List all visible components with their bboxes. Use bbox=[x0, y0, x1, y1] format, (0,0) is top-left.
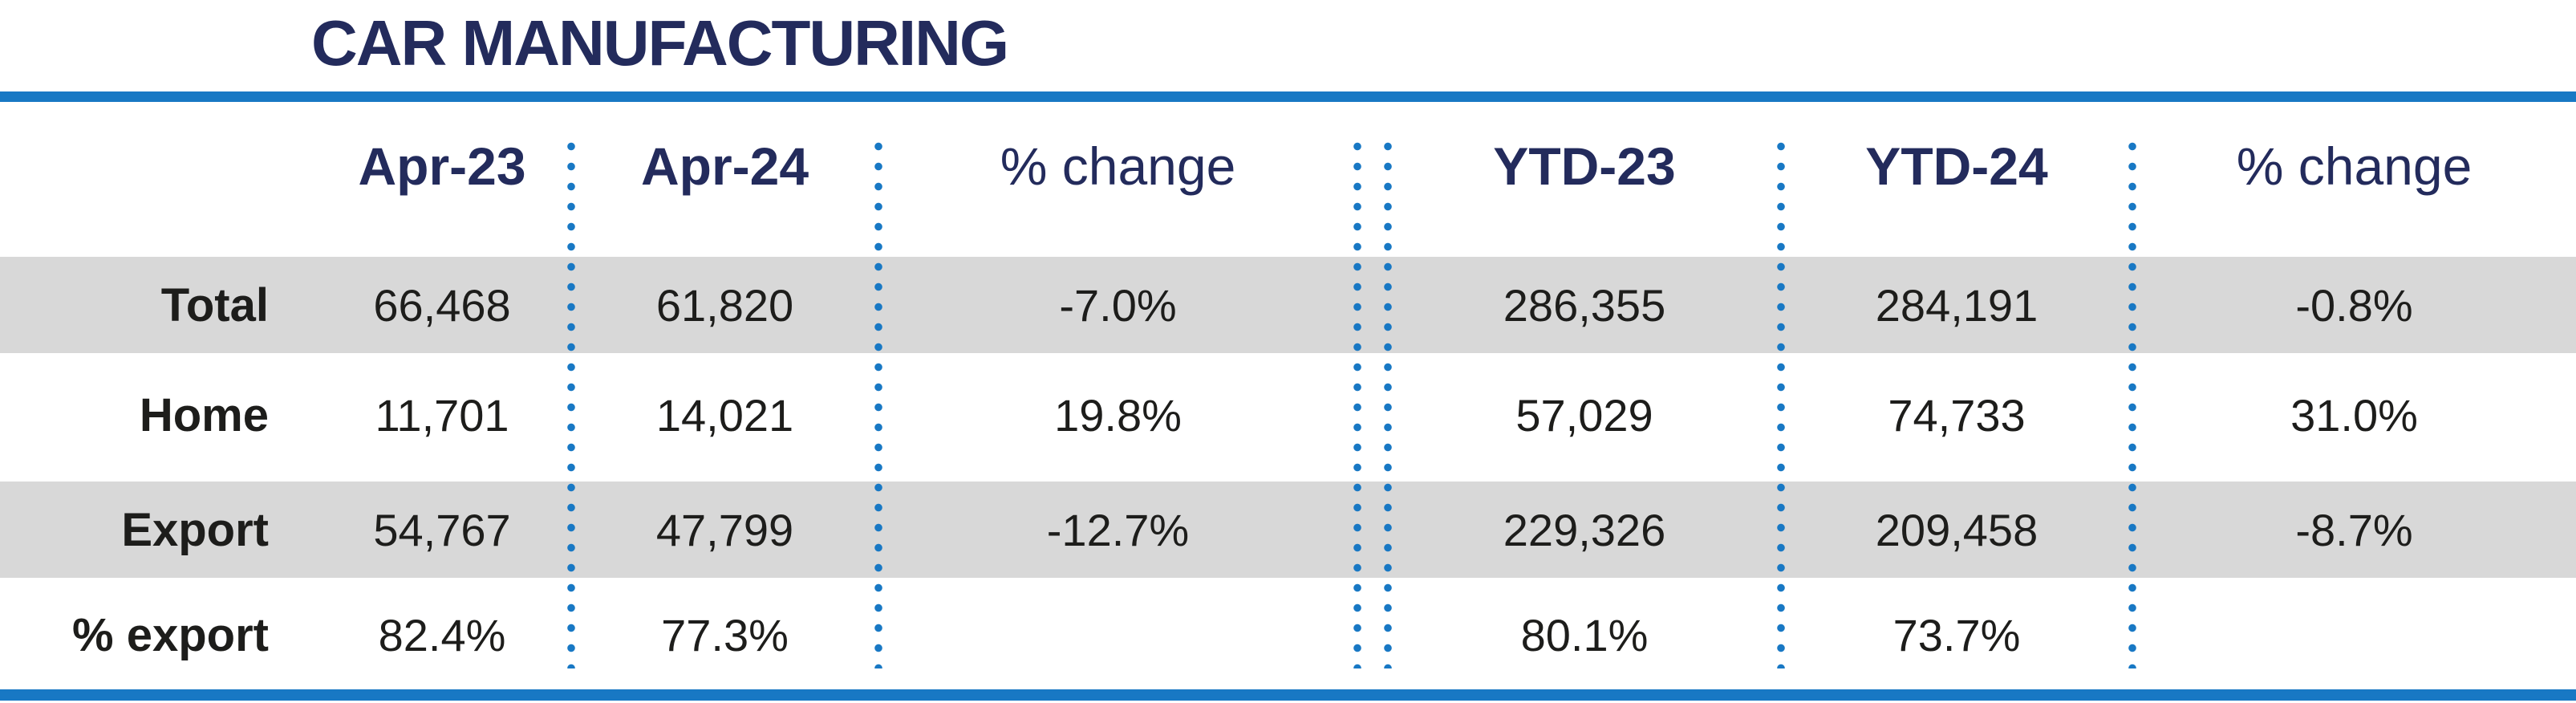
cell-export-pct-change-ytd: -8.7% bbox=[2295, 504, 2413, 555]
column-header-ytd-24: YTD-24 bbox=[1865, 136, 2048, 196]
column-header-pct-change-ytd: % change bbox=[2236, 136, 2473, 196]
dotted-separator-apr23-apr24 bbox=[566, 136, 576, 668]
cell-home-apr-23: 11,701 bbox=[375, 389, 509, 441]
table-row-export: Export 54,767 47,799 -12.7% 229,326 209,… bbox=[0, 482, 2576, 578]
column-header-apr-24: Apr-24 bbox=[640, 136, 809, 196]
cell-export-ytd-23: 229,326 bbox=[1503, 504, 1666, 555]
dotted-separator-section-left bbox=[1353, 136, 1362, 668]
dotted-separator-apr24-pctchange bbox=[874, 136, 883, 668]
cell-home-pct-change-month: 19.8% bbox=[1054, 389, 1182, 441]
cell-total-ytd-23: 286,355 bbox=[1503, 279, 1666, 331]
page-title: CAR MANUFACTURING bbox=[311, 7, 1009, 79]
cell-pct-export-ytd-24: 73.7% bbox=[1892, 609, 2021, 660]
cell-export-ytd-24: 209,458 bbox=[1875, 504, 2038, 555]
cell-export-apr-24: 47,799 bbox=[655, 504, 794, 555]
row-label-export: Export bbox=[121, 503, 269, 556]
bottom-rule bbox=[0, 689, 2576, 701]
dotted-separator-ytd24-pctchange bbox=[2128, 136, 2137, 668]
cell-home-pct-change-ytd: 31.0% bbox=[2290, 389, 2418, 441]
table-row-home: Home 11,701 14,021 19.8% 57,029 74,733 3… bbox=[0, 367, 2576, 463]
cell-home-ytd-24: 74,733 bbox=[1888, 389, 2026, 441]
cell-export-apr-23: 54,767 bbox=[373, 504, 511, 555]
cell-total-pct-change-ytd: -0.8% bbox=[2295, 279, 2413, 331]
row-label-pct-export: % export bbox=[72, 608, 269, 661]
cell-home-ytd-23: 57,029 bbox=[1515, 389, 1653, 441]
cell-export-pct-change-month: -12.7% bbox=[1046, 504, 1190, 555]
table-row-total: Total 66,468 61,820 -7.0% 286,355 284,19… bbox=[0, 257, 2576, 353]
row-label-home: Home bbox=[139, 388, 269, 441]
cell-pct-export-ytd-23: 80.1% bbox=[1520, 609, 1649, 660]
column-header-pct-change-month: % change bbox=[1000, 136, 1236, 196]
cell-total-pct-change-month: -7.0% bbox=[1059, 279, 1177, 331]
cell-total-apr-24: 61,820 bbox=[655, 279, 794, 331]
dotted-separator-section-right bbox=[1383, 136, 1393, 668]
dotted-separator-ytd23-ytd24 bbox=[1776, 136, 1786, 668]
column-header-ytd-23: YTD-23 bbox=[1493, 136, 1676, 196]
table-header-row: Apr-23 Apr-24 % change YTD-23 YTD-24 % c… bbox=[0, 102, 2576, 230]
cell-pct-export-apr-23: 82.4% bbox=[378, 609, 506, 660]
table-row-pct-export: % export 82.4% 77.3% 80.1% 73.7% bbox=[0, 591, 2576, 678]
cell-total-apr-23: 66,468 bbox=[373, 279, 511, 331]
column-header-apr-23: Apr-23 bbox=[358, 136, 526, 196]
cell-total-ytd-24: 284,191 bbox=[1875, 279, 2038, 331]
cell-home-apr-24: 14,021 bbox=[655, 389, 794, 441]
cell-pct-export-apr-24: 77.3% bbox=[661, 609, 789, 660]
top-rule bbox=[0, 91, 2576, 102]
row-label-total: Total bbox=[160, 278, 269, 331]
